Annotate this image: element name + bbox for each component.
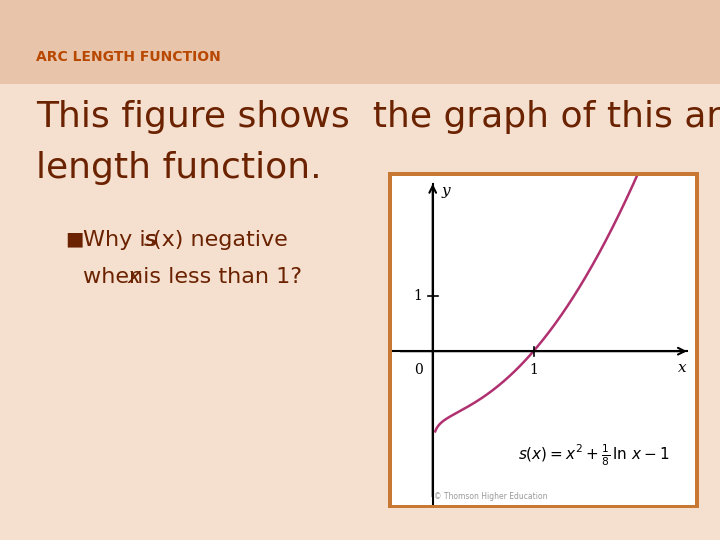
Text: © Thomson Higher Education: © Thomson Higher Education <box>433 491 547 501</box>
Text: ARC LENGTH FUNCTION: ARC LENGTH FUNCTION <box>36 50 221 64</box>
Text: (x) negative: (x) negative <box>153 230 288 249</box>
Text: ■: ■ <box>65 230 84 248</box>
Text: 1: 1 <box>414 289 423 303</box>
Text: Why is: Why is <box>83 230 164 249</box>
Text: 0: 0 <box>414 363 423 377</box>
Text: x: x <box>127 267 140 287</box>
Text: s: s <box>144 230 156 249</box>
FancyBboxPatch shape <box>388 172 699 508</box>
Text: x: x <box>678 361 687 375</box>
Text: when: when <box>83 267 150 287</box>
Text: y: y <box>442 184 451 198</box>
FancyBboxPatch shape <box>0 0 720 84</box>
Text: 1: 1 <box>529 363 538 377</box>
Text: This figure shows  the graph of this arc: This figure shows the graph of this arc <box>36 100 720 134</box>
Text: $s(x) = x^2 + \frac{1}{8}\,\ln\, x - 1$: $s(x) = x^2 + \frac{1}{8}\,\ln\, x - 1$ <box>518 443 670 468</box>
Text: is less than 1?: is less than 1? <box>136 267 302 287</box>
Text: length function.: length function. <box>36 151 322 185</box>
